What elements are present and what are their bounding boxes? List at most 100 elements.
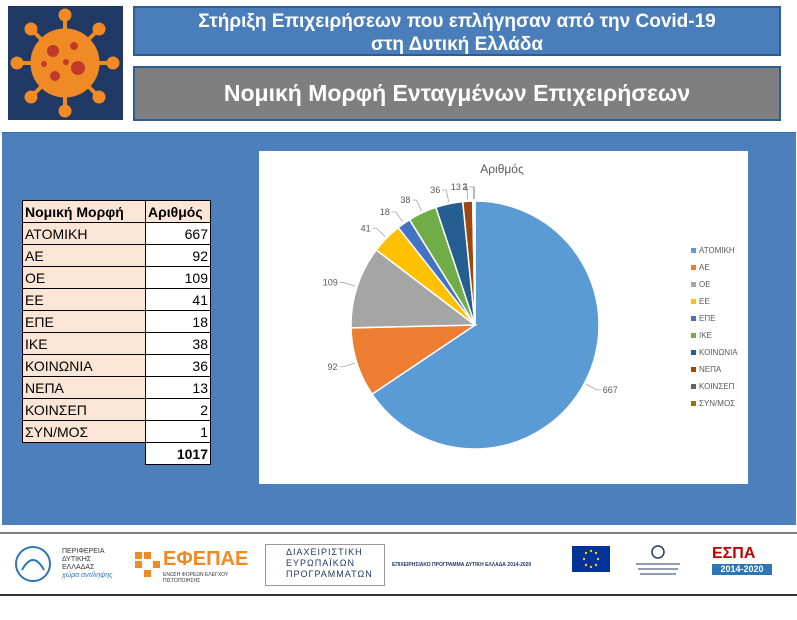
data-label-leader: [442, 189, 450, 202]
region-text-2: ΔΥΤΙΚΗΣ: [62, 556, 92, 563]
espa-text: ΕΣΠΑ: [712, 545, 756, 562]
greek-republic-logo: [628, 544, 688, 580]
table-row: ΣΥΝ/ΜΟΣ 1: [22, 420, 211, 443]
data-label: 36: [430, 185, 440, 195]
mis-text-3: ΠΡΟΓΡΑΜΜΑΤΩΝ: [286, 569, 373, 579]
table-row: ΙΚΕ 38: [22, 332, 211, 355]
data-label: 92: [327, 362, 337, 372]
eu-stars-icon: [582, 549, 600, 569]
table-header-row: Νομική Μορφή Αριθμός: [22, 200, 211, 223]
region-text-4: χώρα αντίληψης: [62, 572, 113, 579]
data-label-leader: [469, 186, 474, 200]
title-line-2: στη Δυτική Ελλάδα: [370, 34, 544, 55]
table-row: ΟΕ 109: [22, 266, 211, 289]
data-label: 38: [400, 195, 410, 205]
mis-logo: ΔΙΑΧΕΙΡΙΣΤΙΚΗ ΕΥΡΩΠΑΪΚΩΝ ΠΡΟΓΡΑΜΜΑΤΩΝ: [265, 544, 385, 586]
legend-swatch: [691, 248, 696, 253]
table-row: ΕΕ 41: [22, 288, 211, 311]
table-header-count: Αριθμός: [145, 200, 211, 223]
page-subtitle: Νομική Μορφή Ενταγμένων Επιχειρήσεων: [133, 66, 781, 121]
table-cell-legal-form: ΑΕ: [22, 244, 146, 267]
table-cell-legal-form: ΣΥΝ/ΜΟΣ: [22, 420, 146, 443]
pie-chart-container: Αριθμός 667 92 109 41 18 38 36 13 2 1 ΑΤΟΜΙΚΗ ΑΕ ΟΕ…: [259, 151, 748, 484]
data-label: 1: [464, 182, 469, 192]
table-cell-count: 667: [145, 222, 211, 245]
table-row: ΝΕΠΑ 13: [22, 376, 211, 399]
table-cell-legal-form: ΝΕΠΑ: [22, 376, 146, 399]
table-cell-legal-form: ΕΕ: [22, 288, 146, 311]
table-cell-count: 109: [145, 266, 211, 289]
table-total-row: 1017: [23, 442, 211, 465]
mis-text-2: ΕΥΡΩΠΑΪΚΩΝ: [286, 558, 355, 568]
data-label: 13: [451, 182, 461, 192]
efepae-subtext: ΕΝΩΣΗ ΦΟΡΕΩΝ ΕΛΕΓΧΟΥ ΠΙΣΤΟΠΟΙΗΣΗΣ: [163, 572, 229, 584]
footer-logos: ΠΕΡΙΦΕΡΕΙΑ ΔΥΤΙΚΗΣ ΕΛΛΑΔΑΣ χώρα αντίληψη…: [0, 532, 797, 596]
table-cell-count: 18: [145, 310, 211, 333]
legend-swatch: [691, 333, 696, 338]
data-label-leader: [586, 383, 601, 391]
programme-logo: ΕΠΙΧΕΙΡΗΣΙΑΚΟ ΠΡΟΓΡΑΜΜΑ ΔΥΤΙΚΗ ΕΛΛΑΔΑ 20…: [392, 562, 532, 568]
greek-emblem-icon: [636, 545, 680, 575]
data-label: 667: [603, 385, 618, 395]
data-label: 41: [361, 223, 371, 233]
region-text-3: ΕΛΛΑΔΑΣ: [62, 564, 95, 571]
data-label: 18: [380, 207, 390, 217]
legend-label: ΑΕ: [699, 263, 710, 272]
table-cell-legal-form: ΟΕ: [22, 266, 146, 289]
legend-label: ΕΠΕ: [699, 314, 715, 323]
legal-form-table: Νομική Μορφή Αριθμός ΑΤΟΜΙΚΗ 667 ΑΕ 92 ΟΕ 109…: [22, 200, 211, 465]
legend-label: ΚΟΙΝΣΕΠ: [699, 382, 735, 391]
table-row: ΑΤΟΜΙΚΗ 667: [22, 222, 211, 245]
legend-swatch: [691, 384, 696, 389]
data-label-leader: [339, 362, 356, 368]
pie-slice-10: [473, 200, 476, 326]
table-row: ΚΟΙΝΩΝΙΑ 36: [22, 354, 211, 377]
legend-swatch: [691, 299, 696, 304]
legend-label: ΙΚΕ: [699, 331, 712, 340]
legend-swatch: [691, 316, 696, 321]
table-row: ΚΟΙΝΣΕΠ 2: [22, 398, 211, 421]
table-cell-legal-form: ΚΟΙΝΣΕΠ: [22, 398, 146, 421]
data-label-leader: [339, 282, 356, 287]
legend-swatch: [691, 350, 696, 355]
table-total-value: 1017: [145, 442, 211, 465]
legend-label: ΝΕΠΑ: [699, 365, 722, 374]
data-label-leader: [412, 199, 422, 212]
table-cell-count: 13: [145, 376, 211, 399]
efepae-text: ΕΦΕΠΑΕ: [163, 548, 249, 570]
table-cell-count: 92: [145, 244, 211, 267]
mis-text-1: ΔΙΑΧΕΙΡΙΣΤΙΚΗ: [286, 547, 363, 557]
table-cell-count: 38: [145, 332, 211, 355]
table-cell-count: 2: [145, 398, 211, 421]
legend-label: ΑΤΟΜΙΚΗ: [699, 246, 735, 255]
legend-swatch: [691, 282, 696, 287]
table-cell-legal-form: ΑΤΟΜΙΚΗ: [22, 222, 146, 245]
efepae-grid-icon: [135, 552, 160, 577]
table-cell-legal-form: ΕΠΕ: [22, 310, 146, 333]
legend-label: ΕΕ: [699, 297, 710, 306]
legend-swatch: [691, 367, 696, 372]
region-emblem-icon: [15, 546, 51, 582]
data-label-leader: [372, 227, 386, 237]
espa-years: 2014-2020: [712, 564, 772, 575]
table-cell-count: 1: [145, 420, 211, 443]
table-header-legal-form: Νομική Μορφή: [22, 200, 146, 223]
page-title: Στήριξη Επιχειρήσεων που επλήγησαν από τ…: [133, 6, 781, 56]
data-label-leader: [391, 211, 403, 223]
legend-label: ΣΥΝ/ΜΟΣ: [699, 399, 735, 408]
pie-slice-3: [350, 248, 478, 329]
data-label-leader: [470, 186, 476, 200]
legend-label: ΟΕ: [699, 280, 711, 289]
pie-chart: Αριθμός 667 92 109 41 18 38 36 13 21 ΑΤΟΜΙΚΗ ΑΕ ΟΕ…: [323, 162, 738, 450]
legend-swatch: [691, 265, 696, 270]
data-label-leader: [462, 186, 469, 200]
table-row: ΑΕ 92: [22, 244, 211, 267]
legend-label: ΚΟΙΝΩΝΙΑ: [699, 348, 738, 357]
table-cell-legal-form: ΙΚΕ: [22, 332, 146, 355]
table-row: ΕΠΕ 18: [22, 310, 211, 333]
region-text-1: ΠΕΡΙΦΕΡΕΙΑ: [62, 548, 105, 555]
espa-logo: ΕΣΠΑ 2014-2020: [712, 546, 772, 575]
title-line-1: Στήριξη Επιχειρήσεων που επλήγησαν από τ…: [198, 11, 716, 32]
table-cell-count: 36: [145, 354, 211, 377]
data-label: 2: [462, 182, 467, 192]
